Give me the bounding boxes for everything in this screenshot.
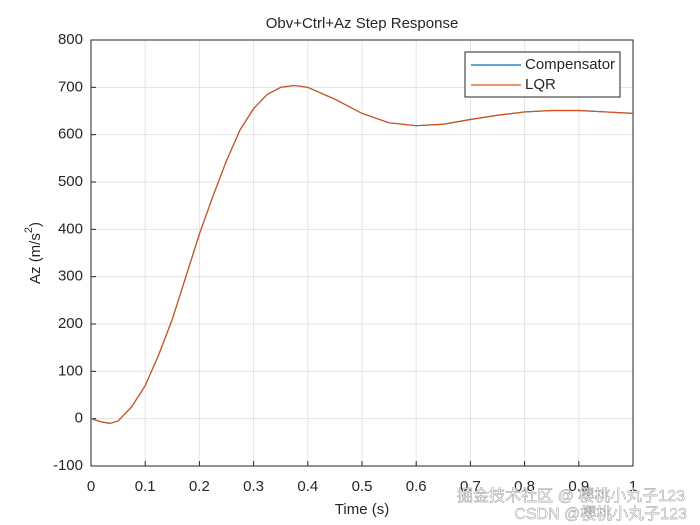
legend-label: Compensator <box>525 56 615 73</box>
y-tick-label: -100 <box>53 457 83 474</box>
watermark: 掘金技术社区 @ 樱桃小丸子123 <box>457 487 685 505</box>
legend-box <box>464 51 621 98</box>
y-tick-label: 300 <box>58 268 83 285</box>
series-line <box>90 84 634 425</box>
y-label-sup: 2 <box>23 227 35 233</box>
x-tick-label: 0.4 <box>297 478 318 495</box>
y-tick-label: 200 <box>58 315 83 332</box>
y-axis-label: Az (m/s2) <box>23 222 44 284</box>
y-tick-label: 700 <box>58 78 83 95</box>
y-tick-label: 400 <box>58 220 83 237</box>
x-tick-label: 0.8 <box>514 478 535 495</box>
axes-box <box>90 39 634 467</box>
x-tick-label: 0.7 <box>460 478 481 495</box>
x-tick-label: 0 <box>87 478 95 495</box>
x-tick-label: 1 <box>629 478 637 495</box>
y-tick-label: 0 <box>75 410 83 427</box>
x-tick-label: 0.9 <box>568 478 589 495</box>
y-tick-label: 600 <box>58 126 83 143</box>
x-tick-label: 0.3 <box>243 478 264 495</box>
y-tick-label: 800 <box>58 31 83 48</box>
x-axis-label: Time (s) <box>335 501 389 518</box>
x-tick-label: 0.1 <box>135 478 156 495</box>
x-tick-label: 0.5 <box>352 478 373 495</box>
watermark: CSDN @樱桃小丸子123 <box>514 505 687 523</box>
y-tick-label: 500 <box>58 173 83 190</box>
chart-title: Obv+Ctrl+Az Step Response <box>266 15 459 32</box>
legend-label: LQR <box>525 76 556 93</box>
x-tick-label: 0.2 <box>189 478 210 495</box>
x-tick-label: 0.6 <box>406 478 427 495</box>
y-tick-label: 100 <box>58 362 83 379</box>
y-label-text: ) <box>27 222 44 227</box>
y-label-text: Az (m/s <box>27 233 44 284</box>
legend: Compensator LQR <box>464 51 621 98</box>
